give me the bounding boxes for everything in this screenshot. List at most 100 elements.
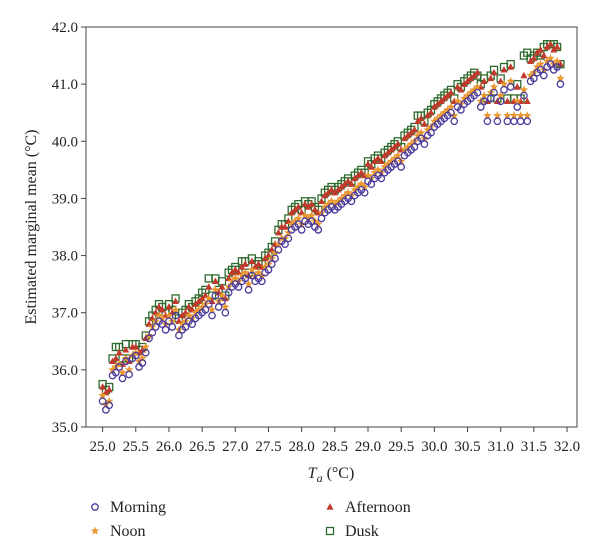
data-point-afternoon	[205, 283, 213, 290]
data-point-noon	[211, 285, 220, 294]
data-point-morning	[546, 60, 555, 68]
data-point-afternoon	[308, 200, 316, 207]
data-point-noon	[307, 211, 316, 220]
data-point-noon	[512, 96, 522, 105]
data-point-noon	[552, 56, 562, 65]
data-point-morning	[118, 374, 127, 383]
data-point-morning	[201, 306, 210, 314]
legend-label-dusk: Dusk	[345, 523, 379, 540]
legend: Morning Afternoon Noon Dusk	[90, 499, 411, 540]
data-point-morning	[151, 323, 160, 331]
data-point-morning	[175, 331, 183, 340]
data-point-morning	[483, 117, 492, 126]
data-point-morning	[496, 97, 505, 106]
data-point-afternoon	[211, 277, 219, 284]
data-point-afternoon	[115, 348, 123, 356]
data-point-noon	[483, 111, 492, 120]
data-point-noon	[496, 91, 506, 100]
x-axis-title-unit: (°C)	[323, 465, 355, 482]
y-tick-label: 38.0	[52, 249, 78, 265]
data-point-noon	[171, 305, 180, 314]
x-tick-label: 25.0	[89, 439, 115, 455]
data-point-afternoon	[235, 268, 243, 276]
data-point-afternoon	[172, 297, 180, 304]
data-point-afternoon	[394, 140, 402, 147]
data-point-afternoon	[537, 46, 545, 53]
data-point-afternoon	[523, 97, 531, 104]
data-point-afternoon	[105, 386, 113, 393]
x-tick-label: 29.5	[388, 439, 414, 455]
data-point-afternoon	[420, 120, 428, 127]
data-point-afternoon	[158, 306, 166, 313]
data-point-morning	[171, 311, 180, 320]
data-point-noon	[274, 239, 283, 248]
data-point-afternoon	[274, 228, 282, 236]
data-point-morning	[500, 86, 508, 94]
x-tick-label: 25.5	[123, 439, 149, 455]
data-point-afternoon	[112, 354, 120, 362]
data-point-afternoon	[298, 208, 306, 216]
data-point-morning	[457, 106, 465, 114]
data-point-morning	[294, 220, 303, 228]
data-point-morning	[105, 401, 114, 410]
data-point-morning	[510, 117, 518, 126]
data-point-morning	[553, 63, 561, 71]
data-point-afternoon	[201, 291, 209, 299]
data-point-morning	[244, 286, 253, 294]
data-point-afternoon	[427, 108, 435, 116]
y-tick-label: 41.0	[52, 77, 78, 93]
x-axis-title-symbol: T	[308, 465, 318, 482]
data-point-morning	[520, 91, 528, 100]
data-point-afternoon	[99, 383, 107, 390]
data-point-noon	[284, 228, 293, 237]
x-tick-label: 26.5	[189, 439, 215, 455]
data-point-morning	[248, 271, 256, 280]
data-point-morning	[450, 117, 459, 126]
data-point-morning	[115, 363, 124, 371]
data-point-morning	[347, 197, 356, 206]
data-point-afternoon	[182, 308, 190, 316]
data-point-morning	[165, 317, 173, 326]
x-axis-title-subscript: a	[317, 471, 323, 485]
data-point-morning	[161, 326, 170, 334]
data-point-noon	[446, 102, 456, 111]
data-point-afternoon	[377, 157, 385, 164]
data-point-noon	[247, 265, 257, 274]
data-point-morning	[257, 277, 266, 286]
data-point-noon	[536, 59, 545, 68]
data-point-afternoon	[255, 260, 263, 267]
data-point-afternoon	[417, 114, 425, 122]
data-point-morning	[417, 134, 425, 143]
data-point-morning	[211, 291, 220, 300]
data-point-afternoon	[410, 126, 418, 133]
data-point-afternoon	[152, 308, 160, 316]
data-point-noon	[499, 79, 509, 88]
legend-marker-morning	[91, 503, 99, 511]
data-point-morning	[112, 368, 120, 377]
x-tick-label: 29.0	[355, 439, 381, 455]
data-point-afternoon	[480, 77, 488, 84]
legend-label-morning: Morning	[110, 499, 166, 516]
data-point-afternoon	[513, 83, 521, 90]
data-point-afternoon	[347, 180, 355, 187]
data-point-afternoon	[145, 320, 153, 327]
data-point-morning	[493, 117, 502, 126]
data-point-morning	[480, 97, 488, 106]
data-point-afternoon	[294, 203, 302, 210]
data-point-afternoon	[241, 260, 249, 267]
data-point-afternoon	[473, 68, 481, 76]
y-tick-label: 40.0	[52, 134, 78, 150]
data-point-morning	[168, 323, 177, 331]
data-point-morning	[490, 88, 498, 97]
y-tick-label: 36.0	[52, 363, 78, 379]
x-tick-label: 32.0	[554, 439, 580, 455]
data-point-morning	[148, 328, 157, 337]
data-point-noon	[506, 76, 515, 85]
data-point-afternoon	[218, 283, 226, 290]
data-point-afternoon	[264, 251, 272, 259]
data-point-noon	[449, 111, 459, 120]
y-tick-label: 37.0	[52, 306, 78, 322]
x-axis: 25.0 25.5 26.0 26.5 27.0 27.5 28.0 28.5 29.0 29.5…	[89, 427, 580, 455]
data-point-morning	[234, 283, 243, 291]
